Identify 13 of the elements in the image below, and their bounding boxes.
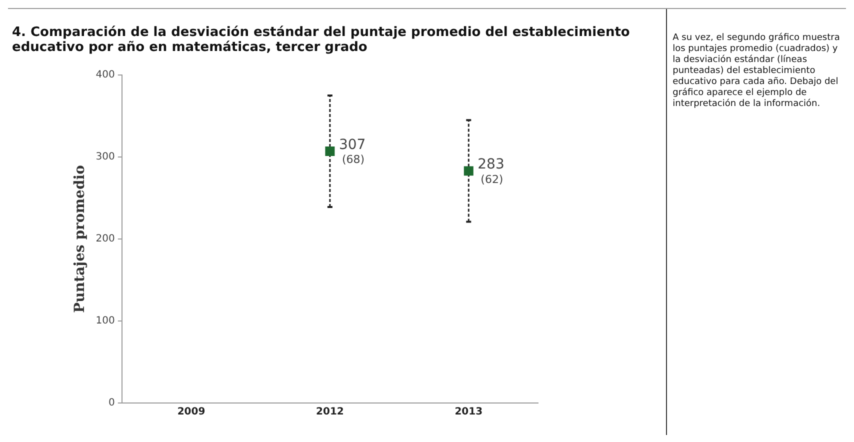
x-tick-label: 2012 xyxy=(316,406,344,418)
y-axis-title: Puntajes promedio xyxy=(72,165,88,313)
y-tick-label: 400 xyxy=(96,70,115,81)
y-tick-label: 0 xyxy=(108,398,115,409)
y-tick-label: 100 xyxy=(96,316,115,327)
data-label: 283 (62) xyxy=(478,156,504,186)
y-tick-label: 300 xyxy=(96,152,115,163)
y-tick-label: 200 xyxy=(96,234,115,245)
x-tick-label: 2013 xyxy=(454,406,483,418)
x-tick-label: 2009 xyxy=(177,406,206,418)
chart-title: 4. Comparación de la desviación estándar del puntaje promedio del establecimiento educativo por año en matemáticas, tercer grado xyxy=(11,24,631,55)
data-label: 307 (68) xyxy=(338,136,366,166)
text: A su vez, el segundo gráfico muestra los puntajes promedio (cuadrados) y la desviación estándar (líneas punteadas) del establecimiento educativo para cada año. Debajo del gráfico aparece el ejemplo de interpretación de la información. xyxy=(672,33,841,110)
